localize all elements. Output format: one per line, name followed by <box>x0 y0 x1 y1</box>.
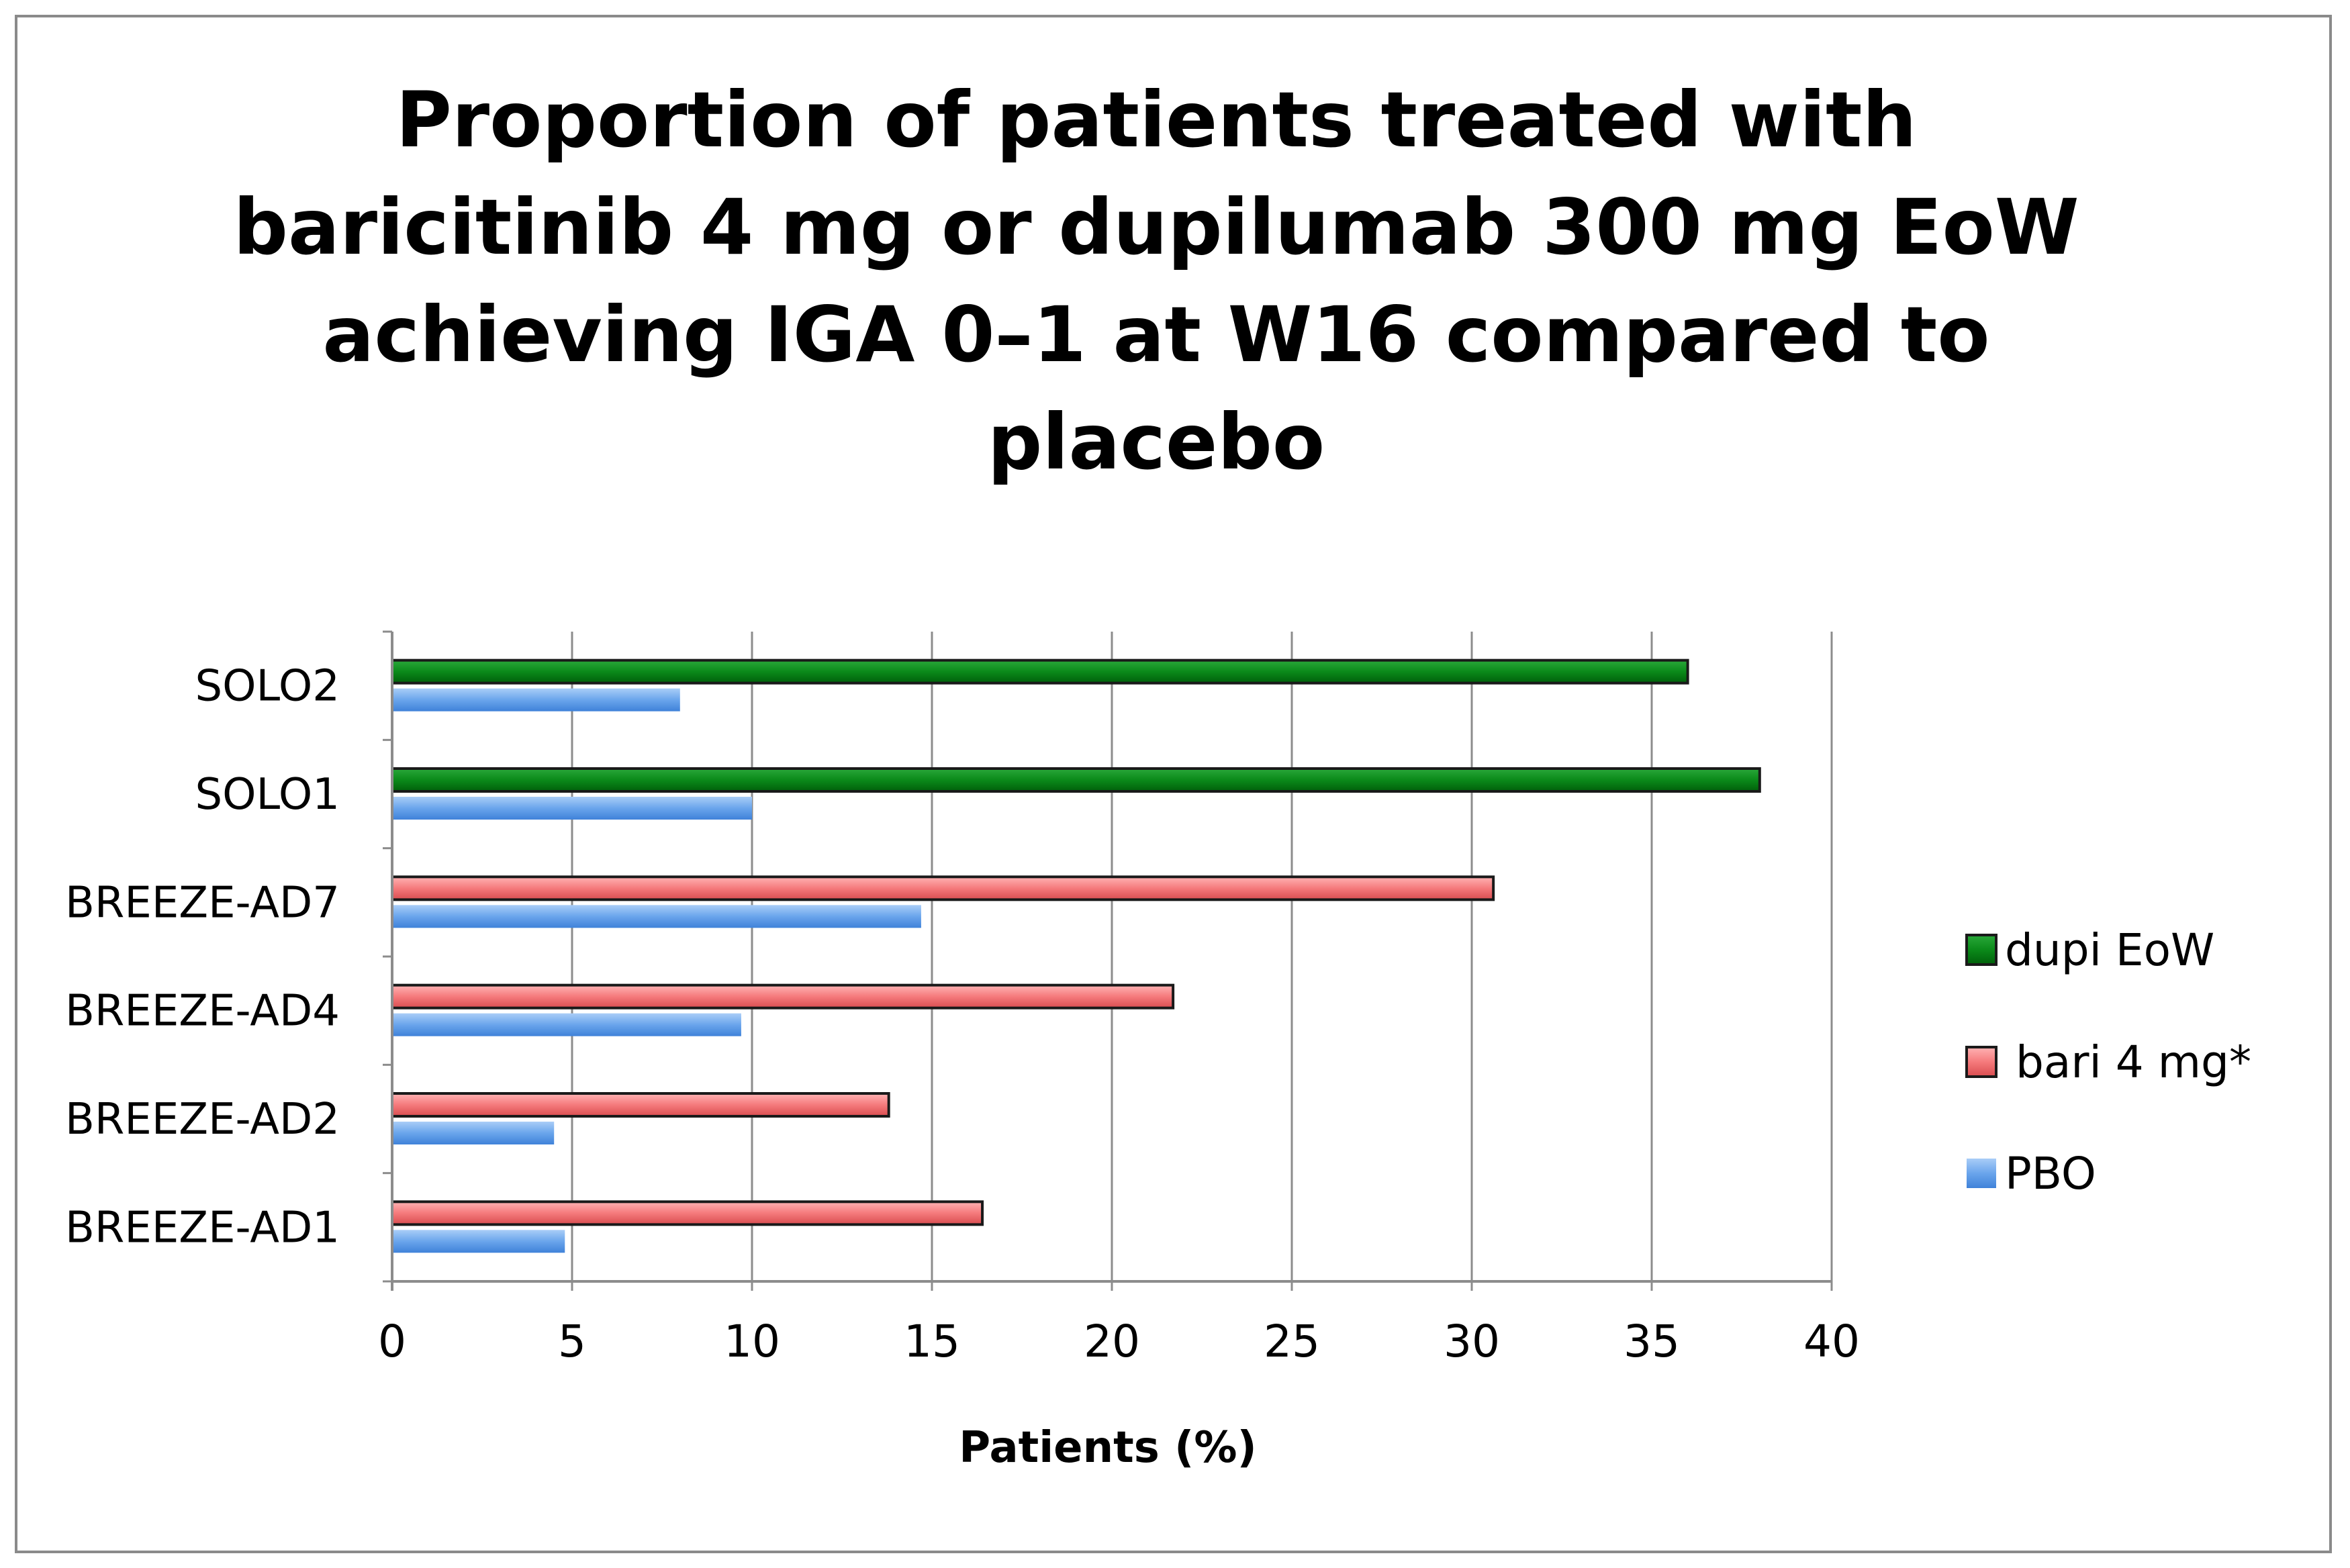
legend-swatch-dupi-eow <box>1965 934 1997 966</box>
chart-title: Proportion of patients treated with bari… <box>233 75 2079 487</box>
legend-label-dupi-eow: dupi EoW <box>2005 924 2214 976</box>
bars <box>391 658 1761 1253</box>
x-tick-label-40: 40 <box>1803 1316 1860 1367</box>
bar-breeze-ad2-pbo <box>392 1122 555 1144</box>
x-tick-label-30: 30 <box>1444 1316 1500 1367</box>
category-label-breeze-ad1: BREEZE-AD1 <box>65 1203 340 1253</box>
x-tick-label-20: 20 <box>1084 1316 1140 1367</box>
x-tick-label-25: 25 <box>1264 1316 1320 1367</box>
category-labels: SOLO2 SOLO1 BREEZE-AD7 BREEZE-AD4 BREEZE-AD2… <box>65 662 340 1253</box>
chart-title-line-3: achieving IGA 0–1 at W16 compared to <box>322 290 1989 379</box>
x-tick-label-0: 0 <box>378 1316 406 1367</box>
chart-title-line-2: baricitinib 4 mg or dupilumab 300 mg EoW <box>233 183 2079 272</box>
x-tick-label-10: 10 <box>724 1316 780 1367</box>
x-axis-title: Patients (%) <box>959 1423 1256 1473</box>
axes <box>383 630 1833 1291</box>
bar-breeze-ad2-bari-4-mg <box>391 1092 890 1118</box>
category-label-breeze-ad4: BREEZE-AD4 <box>65 987 340 1036</box>
chart-title-line-4: placebo <box>988 397 1325 487</box>
bar-solo2-pbo <box>392 688 680 712</box>
bar-breeze-ad4-pbo <box>392 1013 741 1036</box>
bar-breeze-ad7-bari-4-mg <box>391 875 1495 901</box>
x-tick-labels: 0 5 10 15 20 25 30 35 40 <box>378 1316 1860 1367</box>
category-label-breeze-ad7: BREEZE-AD7 <box>65 878 340 928</box>
bar-breeze-ad7-pbo <box>392 905 921 928</box>
category-label-solo2: SOLO2 <box>195 662 340 712</box>
legend-swatch-pbo <box>1967 1159 1996 1188</box>
bar-breeze-ad1-bari-4-mg <box>391 1200 984 1226</box>
legend-label-bari-4-mg: bari 4 mg* <box>2016 1036 2251 1088</box>
bar-solo1-pbo <box>392 797 752 820</box>
gridlines <box>571 632 1833 1281</box>
bar-solo2-dupi-eow <box>391 658 1689 685</box>
x-tick-label-15: 15 <box>904 1316 960 1367</box>
bar-chart: Proportion of patients treated with bari… <box>65 75 2251 1473</box>
legend: dupi EoW bari 4 mg* PBO <box>1965 924 2251 1199</box>
bar-breeze-ad4-bari-4-mg <box>391 983 1175 1010</box>
legend-swatch-bari-4-mg <box>1965 1046 1997 1078</box>
legend-label-pbo: PBO <box>2005 1148 2096 1199</box>
bar-solo1-dupi-eow <box>391 767 1761 793</box>
category-label-solo1: SOLO1 <box>195 770 340 820</box>
chart-title-line-1: Proportion of patients treated with <box>395 75 1916 164</box>
bar-breeze-ad1-pbo <box>392 1230 565 1253</box>
chart-frame: Proportion of patients treated with bari… <box>15 15 2332 1553</box>
x-tick-label-35: 35 <box>1624 1316 1680 1367</box>
category-label-breeze-ad2: BREEZE-AD2 <box>65 1095 340 1144</box>
x-tick-label-5: 5 <box>558 1316 586 1367</box>
